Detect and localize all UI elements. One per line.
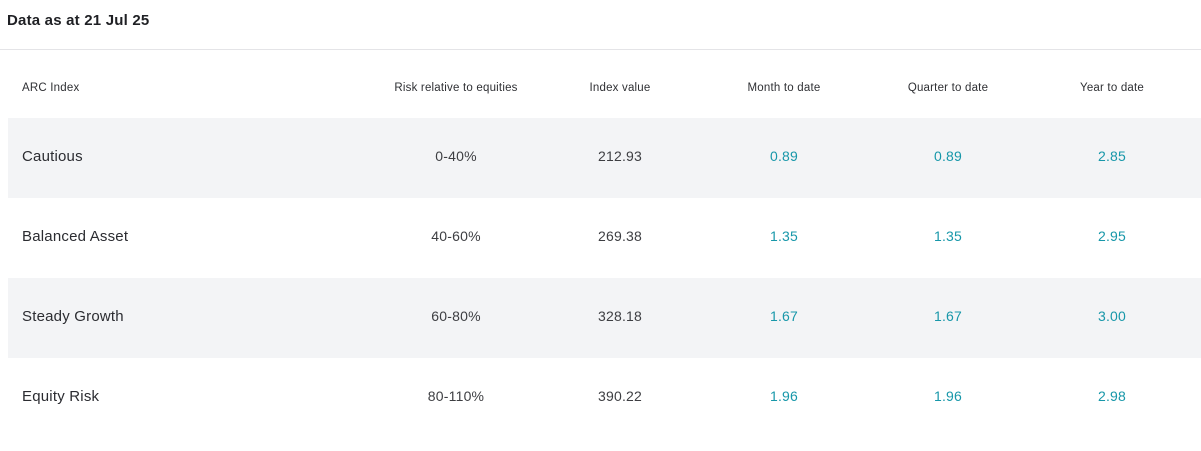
arc-index-table: ARC Index Risk relative to equities Inde… [8, 50, 1201, 438]
cell-month-to-date: 1.35 [769, 228, 799, 244]
header-bar: Data as at 21 Jul 25 [0, 0, 1201, 50]
table-row-balanced-asset: Balanced Asset 40-60% 269.38 1.35 1.35 2… [8, 198, 1201, 278]
cell-arc-index-name: Equity Risk [22, 387, 100, 405]
cell-arc-index-name: Balanced Asset [22, 227, 129, 245]
page-title: Data as at 21 Jul 25 [7, 12, 150, 29]
table-row-equity-risk: Equity Risk 80-110% 390.22 1.96 1.96 2.9… [8, 358, 1201, 438]
cell-year-to-date: 2.95 [1097, 228, 1127, 244]
cell-index-value: 269.38 [597, 228, 643, 244]
cell-year-to-date: 2.85 [1097, 148, 1127, 164]
cell-month-to-date: 1.96 [769, 388, 799, 404]
row-spacer [1194, 358, 1201, 438]
column-header-year-to-date: Year to date [1030, 50, 1194, 118]
column-header-quarter-to-date: Quarter to date [866, 50, 1030, 118]
column-header-month-to-date: Month to date [702, 50, 866, 118]
cell-arc-index-name: Steady Growth [22, 307, 124, 325]
column-header-index-value: Index value [538, 50, 702, 118]
cell-quarter-to-date: 1.35 [933, 228, 963, 244]
cell-year-to-date: 2.98 [1097, 388, 1127, 404]
cell-arc-index-name: Cautious [22, 147, 83, 165]
row-spacer [1194, 118, 1201, 198]
cell-risk-range: 80-110% [427, 388, 485, 404]
cell-month-to-date: 0.89 [769, 148, 799, 164]
arc-index-table-section: ARC Index Risk relative to equities Inde… [0, 50, 1201, 438]
table-body: Cautious 0-40% 212.93 0.89 0.89 2.85 Bal… [8, 118, 1201, 438]
cell-risk-range: 60-80% [431, 308, 481, 324]
cell-quarter-to-date: 1.96 [933, 388, 963, 404]
table-row-cautious: Cautious 0-40% 212.93 0.89 0.89 2.85 [8, 118, 1201, 198]
column-header-risk-relative: Risk relative to equities [374, 50, 538, 118]
cell-index-value: 390.22 [597, 388, 643, 404]
cell-month-to-date: 1.67 [769, 308, 799, 324]
cell-risk-range: 40-60% [431, 228, 481, 244]
cell-index-value: 212.93 [597, 148, 643, 164]
row-spacer [1194, 198, 1201, 278]
header-spacer [1194, 50, 1201, 118]
cell-risk-range: 0-40% [435, 148, 477, 164]
row-spacer [1194, 278, 1201, 358]
cell-index-value: 328.18 [597, 308, 643, 324]
table-header: ARC Index Risk relative to equities Inde… [8, 50, 1201, 118]
cell-quarter-to-date: 1.67 [933, 308, 963, 324]
cell-quarter-to-date: 0.89 [933, 148, 963, 164]
cell-year-to-date: 3.00 [1097, 308, 1127, 324]
table-row-steady-growth: Steady Growth 60-80% 328.18 1.67 1.67 3.… [8, 278, 1201, 358]
column-header-arc-index: ARC Index [8, 50, 374, 118]
header-row: ARC Index Risk relative to equities Inde… [8, 50, 1201, 118]
